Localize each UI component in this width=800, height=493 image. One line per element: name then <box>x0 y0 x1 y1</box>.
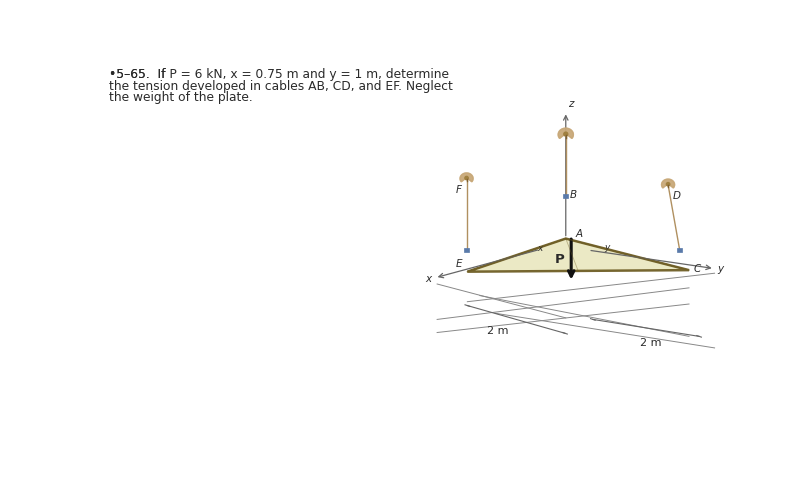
Text: B: B <box>570 190 577 200</box>
Text: E: E <box>456 259 462 269</box>
Text: y: y <box>604 243 609 251</box>
Text: 2 m: 2 m <box>639 338 661 348</box>
Text: D: D <box>673 191 681 201</box>
Text: F: F <box>456 185 462 195</box>
Text: •5–65.  If P = 6 kN, x = 0.75 m and y = 1 m, determine: •5–65. If P = 6 kN, x = 0.75 m and y = 1… <box>110 69 450 81</box>
Text: the weight of the plate.: the weight of the plate. <box>110 92 253 105</box>
Text: z: z <box>568 99 574 109</box>
Bar <box>464 248 470 252</box>
Bar <box>563 194 569 198</box>
Text: •5–65.  If: •5–65. If <box>110 69 170 81</box>
Text: y: y <box>718 264 724 274</box>
Circle shape <box>666 182 670 186</box>
Text: P: P <box>555 253 565 266</box>
Polygon shape <box>558 128 574 139</box>
Polygon shape <box>662 179 674 188</box>
Polygon shape <box>467 239 689 272</box>
Text: the tension developed in cables AB, CD, and EF. Neglect: the tension developed in cables AB, CD, … <box>110 80 453 93</box>
Circle shape <box>465 176 468 180</box>
Text: x: x <box>425 275 431 284</box>
Polygon shape <box>558 128 574 139</box>
Bar <box>677 248 682 252</box>
Polygon shape <box>460 173 473 182</box>
Text: 2 m: 2 m <box>487 325 508 336</box>
Polygon shape <box>460 173 473 182</box>
Polygon shape <box>662 179 674 188</box>
Circle shape <box>564 132 568 136</box>
Text: A: A <box>575 229 582 239</box>
Text: x: x <box>537 244 542 253</box>
Text: C: C <box>694 264 701 275</box>
